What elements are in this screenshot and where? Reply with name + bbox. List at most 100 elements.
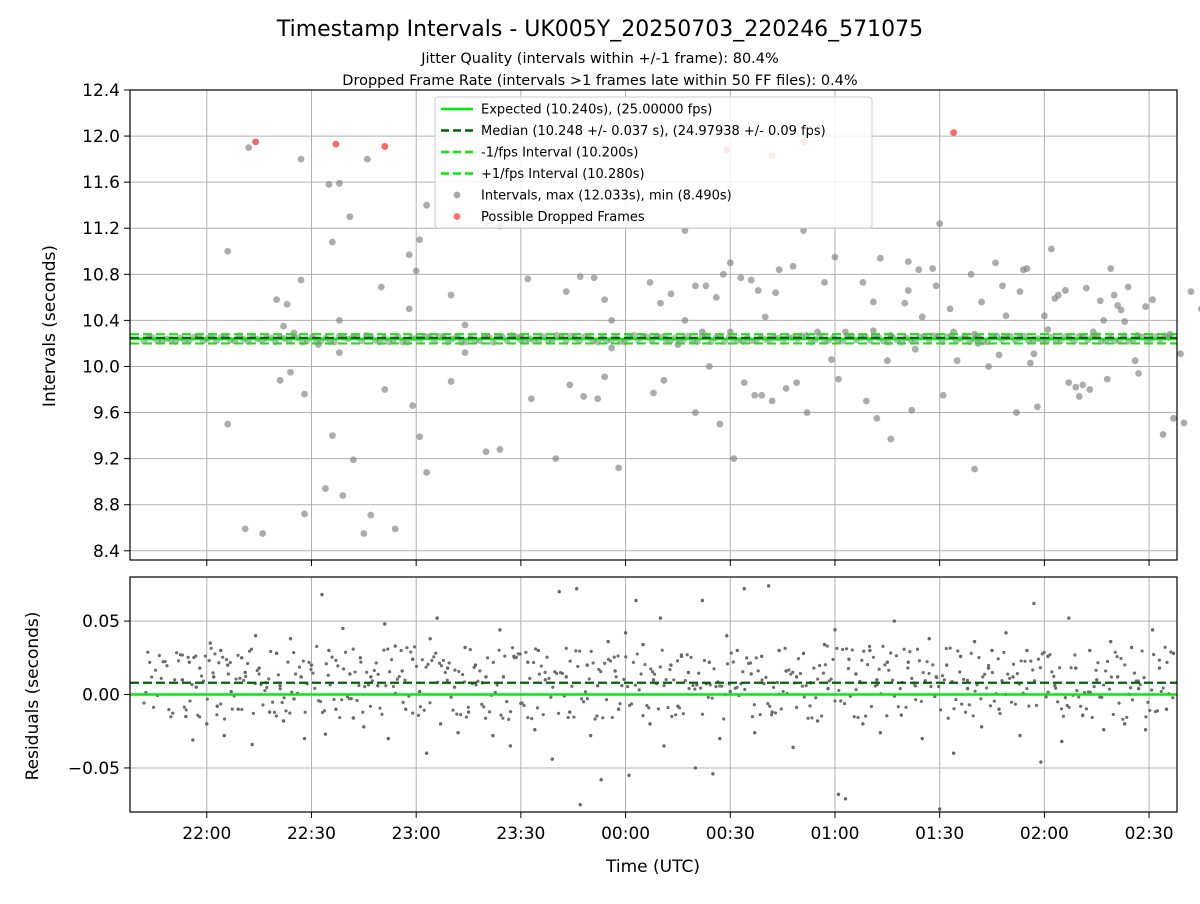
residual-point (775, 680, 779, 685)
residual-point (153, 668, 158, 672)
residual-point (274, 714, 279, 718)
residual-point (382, 648, 386, 652)
residual-point (404, 707, 408, 711)
interval-point (702, 282, 710, 290)
residual-point (919, 699, 923, 704)
residual-point (728, 689, 732, 694)
residual-point (986, 666, 991, 670)
bottom-plot-frame (129, 576, 1178, 813)
residual-point (1096, 661, 1100, 665)
interval-point (566, 381, 574, 389)
residual-point (1025, 648, 1029, 653)
residual-point (484, 716, 488, 720)
residual-point (1054, 686, 1058, 690)
top-y-tick-label: 9.6 (93, 404, 120, 424)
chart-subtitle-jitter: Jitter Quality (intervals within +/-1 fr… (420, 51, 779, 67)
residual-point (357, 683, 361, 688)
residual-point (804, 684, 808, 688)
residual-point (532, 660, 536, 665)
interval-point (995, 351, 1003, 359)
x-tick-label: 01:00 (810, 824, 859, 844)
x-tick-label: 23:30 (496, 824, 545, 844)
residual-point (148, 660, 152, 665)
residual-point (530, 717, 534, 721)
residual-point (927, 636, 931, 641)
residual-point (292, 697, 296, 701)
residual-point (274, 651, 279, 656)
residual-point (473, 663, 478, 667)
residual-point (815, 719, 820, 723)
residual-point (764, 675, 768, 679)
residual-point (835, 646, 839, 651)
residual-point (247, 649, 252, 653)
residual-point (208, 641, 212, 645)
residual-point (618, 702, 622, 706)
residual-point (1004, 631, 1008, 635)
residual-point (507, 717, 511, 721)
residual-point (1100, 695, 1104, 699)
residual-point (986, 663, 991, 668)
residual-point (756, 669, 760, 673)
bottom-y-tick-label: −0.05 (68, 759, 120, 779)
residual-point (386, 736, 390, 741)
residual-point (753, 730, 757, 735)
residual-point (209, 646, 213, 650)
residual-point (616, 654, 620, 658)
residual-point (666, 705, 670, 710)
residual-point (539, 664, 543, 668)
residual-point (979, 697, 983, 701)
residual-point (198, 715, 202, 719)
residual-point (814, 696, 818, 700)
interval-point (339, 492, 347, 499)
interval-point (1027, 359, 1034, 367)
legend-label: Median (10.248 +/- 0.037 s), (24.97938 +… (481, 124, 826, 139)
residual-point (967, 703, 971, 707)
residual-point (599, 777, 603, 782)
residual-point (343, 650, 348, 654)
interval-point (1002, 312, 1010, 320)
top-y-tick-label: 11.2 (82, 219, 120, 239)
x-tick-label: 00:30 (706, 824, 755, 844)
residual-point (794, 675, 799, 679)
interval-point (1142, 303, 1149, 310)
residual-point (604, 698, 609, 702)
interval-point (447, 378, 455, 385)
residual-point (395, 677, 399, 681)
residual-point (781, 689, 785, 694)
interval-point (782, 384, 790, 392)
residual-point (729, 651, 733, 655)
interval-point (1047, 245, 1055, 253)
residual-point (443, 670, 447, 675)
residual-point (438, 722, 443, 726)
residual-point (623, 631, 628, 635)
residual-point (773, 711, 778, 715)
residual-point (885, 660, 890, 664)
interval-point (691, 282, 699, 290)
residual-point (435, 616, 439, 620)
interval-point (1121, 318, 1129, 325)
residual-point (242, 678, 246, 682)
residual-point (399, 648, 403, 653)
residual-point (1121, 717, 1125, 721)
residual-point (1150, 628, 1155, 632)
interval-point (901, 299, 909, 307)
interval-point (461, 321, 469, 329)
residual-point (203, 654, 207, 658)
interval-point (716, 420, 724, 428)
residual-point (491, 660, 495, 665)
residual-point (1013, 702, 1018, 706)
interval-point (1082, 284, 1090, 292)
residual-point (543, 678, 548, 682)
residual-point (759, 654, 764, 659)
residual-point (184, 708, 188, 712)
residual-point (958, 670, 962, 674)
interval-point (381, 386, 389, 393)
residual-point (572, 715, 576, 719)
residual-point (226, 663, 230, 667)
residual-point (660, 648, 664, 652)
x-tick-label: 00:00 (601, 824, 650, 844)
residual-point (620, 684, 624, 688)
residual-point (1002, 650, 1006, 655)
residual-point (267, 710, 272, 714)
residual-point (282, 696, 286, 700)
